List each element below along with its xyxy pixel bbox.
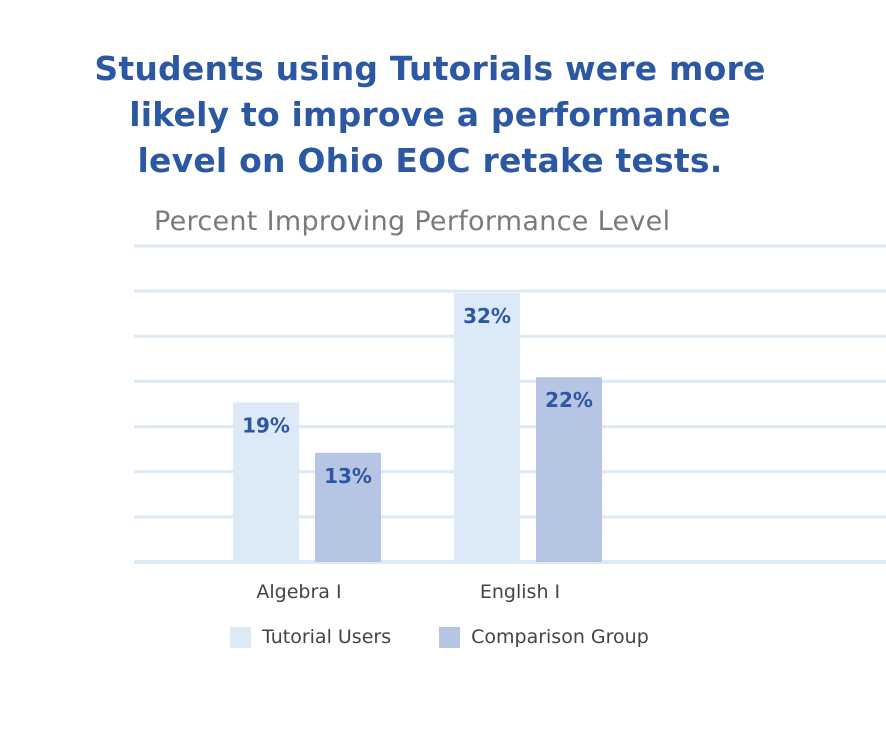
- legend-item-tutorial-users: Tutorial Users: [230, 626, 391, 648]
- bar-label-english-i-comparison-group: 22%: [545, 388, 593, 412]
- headline-line-3: level on Ohio EOC retake tests.: [137, 141, 723, 180]
- bar-label-algebra-i-comparison-group: 13%: [324, 464, 372, 488]
- headline-line-1: Students using Tutorials were more: [94, 49, 766, 88]
- bar-english-i-tutorial-users: [454, 293, 520, 562]
- headline: Students using Tutorials were more likel…: [0, 46, 860, 184]
- legend-swatch-comparison-group: [439, 626, 461, 648]
- category-label: Algebra I: [256, 581, 341, 603]
- chart-bar-labels: 19% 13% 32% 22%: [242, 304, 593, 488]
- legend-label-comparison-group: Comparison Group: [471, 626, 649, 648]
- legend: Tutorial Users Comparison Group: [230, 626, 697, 648]
- chart-category-labels: Algebra I English I: [256, 581, 560, 603]
- bar-label-algebra-i-tutorial-users: 19%: [242, 413, 290, 437]
- legend-swatch-tutorial-users: [230, 626, 251, 648]
- bar-english-i-comparison-group: [536, 377, 602, 562]
- category-label: English I: [480, 581, 560, 603]
- chart-title: Percent Improving Performance Level: [154, 206, 671, 237]
- chart-bars: [233, 293, 602, 562]
- headline-line-2: likely to improve a performance: [129, 95, 731, 134]
- bar-label-english-i-tutorial-users: 32%: [463, 304, 511, 328]
- legend-label-tutorial-users: Tutorial Users: [262, 626, 392, 648]
- bar-algebra-i-tutorial-users: [233, 402, 299, 562]
- bar-algebra-i-comparison-group: [315, 452, 381, 562]
- legend-item-comparison-group: Comparison Group: [439, 626, 649, 648]
